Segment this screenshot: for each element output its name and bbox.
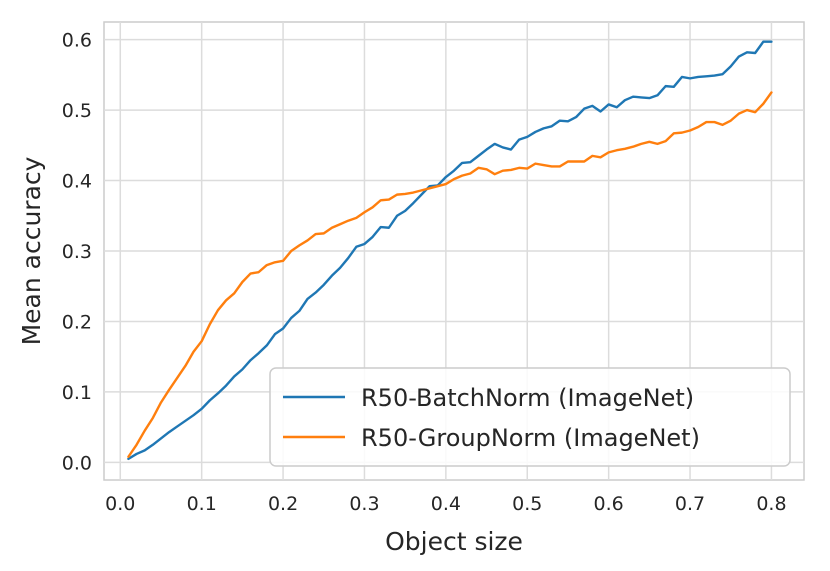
legend-box (269, 367, 791, 467)
x-tick-label: 0.5 (512, 493, 542, 515)
series-line-2 (127, 91, 773, 458)
legend-label: R50-GroupNorm (ImageNet) (361, 424, 700, 452)
y-axis-label: Mean accuracy (17, 156, 46, 345)
y-tick-label: 0.5 (62, 100, 92, 122)
y-tick-label: 0.4 (62, 171, 92, 193)
tick-labels: 0.0 0.1 0.2 0.3 0.4 0.5 0.6 0.7 0.8 0.0 0.1 0.2 0.3 0… (62, 30, 787, 515)
x-tick-label: 0.1 (187, 493, 217, 515)
y-tick-label: 0.6 (62, 30, 92, 52)
y-tick-label: 0.1 (62, 382, 92, 404)
x-tick-label: 0.8 (756, 493, 786, 515)
legend-label: R50-BatchNorm (ImageNet) (361, 384, 694, 412)
x-tick-label: 0.2 (268, 493, 298, 515)
y-tick-label: 0.3 (62, 241, 92, 263)
legend: R50-BatchNorm (ImageNet) R50-GroupNorm (I… (269, 367, 791, 467)
y-tick-label: 0.2 (62, 311, 92, 333)
x-axis-label: Object size (385, 527, 523, 556)
x-tick-label: 0.7 (675, 493, 705, 515)
series-lines (127, 40, 773, 461)
y-tick-label: 0.0 (62, 452, 92, 474)
x-tick-label: 0.6 (594, 493, 624, 515)
x-tick-label: 0.4 (431, 493, 461, 515)
x-tick-label: 0.3 (349, 493, 379, 515)
series-line-1 (127, 40, 773, 461)
x-tick-label: 0.0 (105, 493, 135, 515)
